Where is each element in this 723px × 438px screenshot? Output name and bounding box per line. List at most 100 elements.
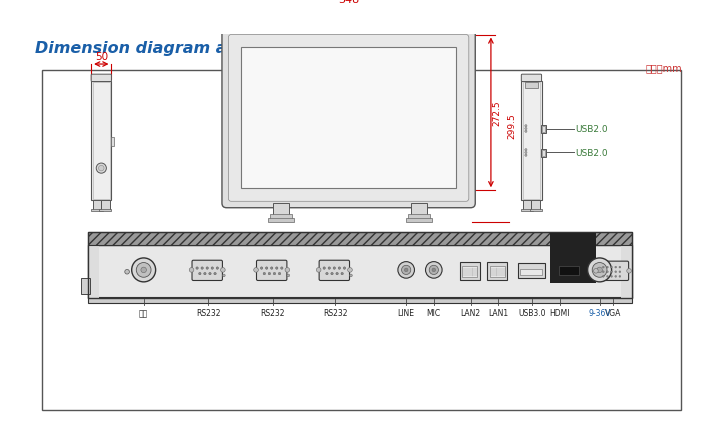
Text: HDMI: HDMI [549, 308, 570, 318]
FancyBboxPatch shape [596, 261, 628, 281]
Bar [91, 209, 103, 212]
Bar [100, 209, 111, 212]
Text: USB2.0: USB2.0 [576, 125, 608, 134]
Circle shape [263, 273, 265, 275]
Text: RS232: RS232 [260, 308, 285, 318]
Bar [490, 267, 505, 278]
Bar [93, 201, 101, 210]
Circle shape [404, 268, 408, 272]
Text: 单位：mm: 单位：mm [646, 63, 683, 73]
Circle shape [281, 267, 283, 270]
Circle shape [525, 152, 527, 154]
Bar [542, 127, 545, 132]
Circle shape [429, 266, 438, 275]
Bar [541, 149, 546, 158]
Circle shape [607, 276, 608, 278]
Circle shape [211, 267, 213, 270]
Circle shape [348, 268, 352, 272]
Circle shape [273, 273, 275, 275]
Bar [88, 246, 632, 298]
Circle shape [96, 164, 106, 174]
Circle shape [594, 269, 598, 273]
Circle shape [607, 267, 608, 268]
Circle shape [615, 271, 617, 273]
Bar [559, 267, 579, 276]
Circle shape [287, 275, 290, 277]
Circle shape [525, 131, 527, 133]
FancyBboxPatch shape [228, 35, 469, 202]
Circle shape [611, 267, 612, 268]
Circle shape [196, 267, 198, 270]
Circle shape [432, 268, 436, 272]
Text: USB3.0: USB3.0 [518, 308, 546, 318]
Bar [559, 267, 579, 276]
Circle shape [270, 267, 273, 270]
Circle shape [265, 267, 268, 270]
Circle shape [285, 268, 290, 272]
Text: 348: 348 [338, 0, 359, 5]
Circle shape [221, 268, 225, 272]
Circle shape [336, 273, 338, 275]
FancyBboxPatch shape [192, 261, 223, 281]
Circle shape [398, 262, 414, 279]
Bar [460, 262, 480, 280]
Circle shape [611, 276, 612, 278]
Bar [270, 215, 292, 219]
Bar [521, 269, 542, 276]
Bar [518, 264, 545, 279]
Bar [101, 201, 110, 210]
Bar [88, 246, 100, 298]
Circle shape [525, 149, 527, 152]
Circle shape [137, 263, 151, 278]
Circle shape [525, 155, 527, 157]
Circle shape [331, 273, 333, 275]
Circle shape [132, 258, 155, 282]
Bar [621, 246, 632, 298]
Bar [273, 204, 289, 216]
Circle shape [98, 166, 104, 172]
Text: Dimension diagram and I/O: Dimension diagram and I/O [35, 41, 281, 56]
Text: MIC: MIC [427, 308, 441, 318]
Circle shape [333, 267, 335, 270]
Circle shape [341, 273, 343, 275]
Bar [88, 232, 632, 298]
Circle shape [216, 267, 218, 270]
Text: LAN2: LAN2 [461, 308, 481, 318]
Circle shape [189, 268, 194, 272]
Bar [542, 151, 545, 156]
FancyBboxPatch shape [521, 75, 542, 82]
Bar [531, 201, 540, 210]
Bar [241, 48, 456, 189]
Circle shape [592, 263, 607, 278]
Text: 9-36V: 9-36V [589, 308, 611, 318]
Text: 272.5: 272.5 [493, 100, 502, 126]
Bar [523, 201, 531, 210]
Bar [550, 233, 596, 283]
Bar [487, 262, 508, 280]
Bar [463, 267, 477, 278]
Circle shape [627, 269, 631, 273]
Circle shape [525, 125, 527, 127]
Circle shape [141, 268, 147, 273]
Circle shape [125, 270, 129, 275]
Circle shape [602, 267, 604, 268]
Bar [521, 209, 534, 212]
Bar [88, 232, 632, 246]
Circle shape [525, 128, 527, 131]
Bar [525, 83, 538, 89]
Circle shape [602, 271, 604, 273]
Circle shape [401, 266, 411, 275]
Circle shape [615, 267, 617, 268]
FancyBboxPatch shape [91, 75, 111, 82]
Bar [406, 219, 432, 222]
Circle shape [206, 267, 208, 270]
Circle shape [278, 273, 281, 275]
Bar [268, 219, 294, 222]
Bar [81, 278, 90, 295]
Bar [93, 83, 110, 199]
Bar [523, 83, 540, 199]
Circle shape [199, 273, 201, 275]
Circle shape [349, 275, 352, 277]
Circle shape [607, 271, 608, 273]
Circle shape [615, 276, 617, 278]
